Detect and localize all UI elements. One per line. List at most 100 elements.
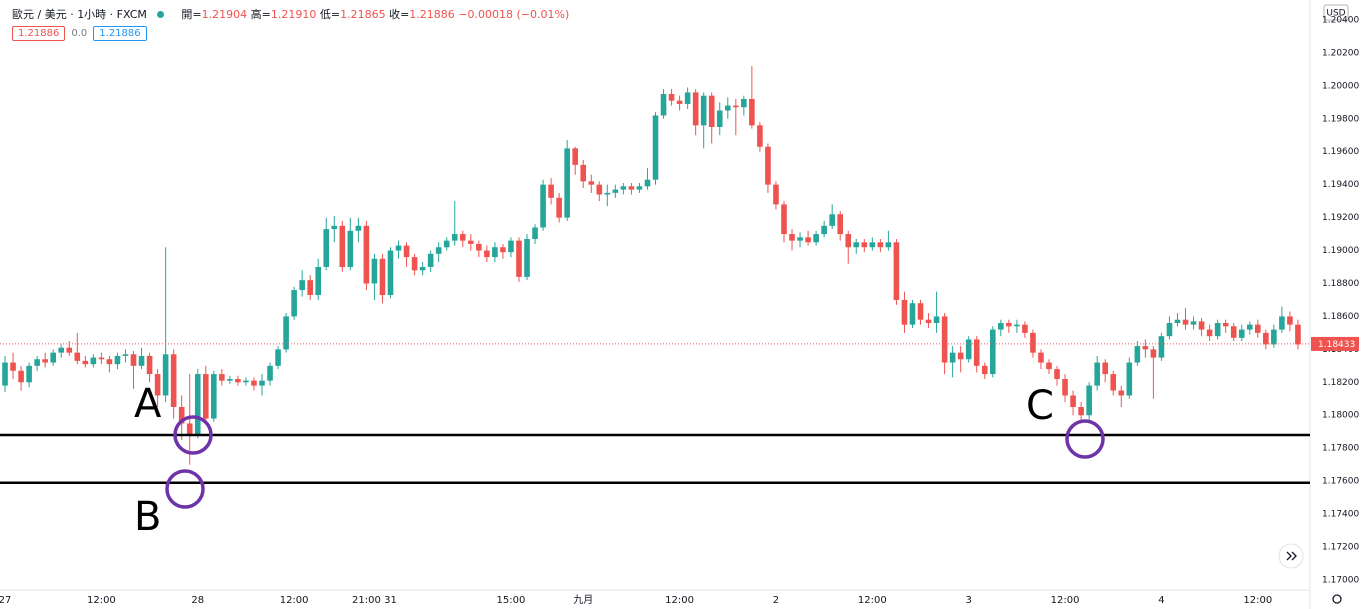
candle-body <box>387 250 394 295</box>
candle-body <box>668 94 675 101</box>
candle-body <box>700 95 707 126</box>
candle-body <box>74 352 81 361</box>
x-tick-label: 12:00 <box>1243 595 1272 606</box>
candle-body <box>235 379 241 383</box>
x-tick-label: 31 <box>384 595 397 606</box>
candle-body <box>837 214 844 235</box>
y-tick-label: 1.19400 <box>1322 180 1359 190</box>
x-tick-label: 12:00 <box>858 595 887 606</box>
candle-body <box>716 110 723 127</box>
candle-body <box>660 94 667 116</box>
candle-body <box>484 250 490 258</box>
candle-body <box>315 266 322 295</box>
y-tick-label: 1.19600 <box>1322 147 1359 157</box>
candle-body <box>797 237 803 241</box>
candle-body <box>1126 362 1133 396</box>
candle-body <box>178 407 185 424</box>
candle-body <box>1214 323 1221 337</box>
candle-body <box>283 316 289 350</box>
y-tick-label: 1.19800 <box>1322 114 1359 124</box>
candle-body <box>628 186 635 190</box>
candle-body <box>1142 346 1149 350</box>
y-tick-label: 1.18600 <box>1322 312 1359 322</box>
candle-body <box>564 148 570 218</box>
candle-body <box>741 98 747 108</box>
x-tick-label: 12:00 <box>87 595 116 606</box>
candle-body <box>202 374 209 419</box>
ohlc-label: 收= <box>389 8 410 21</box>
x-tick-label: 12:00 <box>665 595 694 606</box>
candle-body <box>813 234 819 243</box>
candle-body <box>251 380 257 386</box>
candle-body <box>106 359 113 365</box>
candle-body <box>82 360 89 365</box>
annotation: A <box>134 381 162 427</box>
settings-icon[interactable] <box>1332 594 1342 604</box>
candle-body <box>548 184 554 198</box>
candle-body <box>1166 323 1173 337</box>
y-tick-label: 1.17000 <box>1322 575 1359 585</box>
candle-body <box>773 184 779 205</box>
candle-body <box>259 380 265 386</box>
candle-body <box>1134 346 1141 363</box>
candle-body <box>435 247 442 254</box>
change: −0.00018 (−0.01%) <box>458 8 570 21</box>
quote: 1.21886 0.0 1.21886 <box>12 26 147 41</box>
candle-body <box>612 189 619 193</box>
candle-body <box>347 230 354 267</box>
currency-badge[interactable] <box>1323 4 1349 21</box>
candle-body <box>291 290 297 317</box>
candle-body <box>684 92 691 104</box>
y-tick-label: 1.17400 <box>1322 510 1359 520</box>
last-price-box <box>1311 336 1359 351</box>
candle-body <box>146 355 153 375</box>
circle-c <box>1065 419 1105 459</box>
candle-body <box>724 105 731 111</box>
candle-body <box>973 339 980 366</box>
candle-body <box>869 242 876 248</box>
candle-body <box>933 316 940 324</box>
candle-body <box>411 257 418 271</box>
x-tick-label: 2 <box>773 595 779 606</box>
candle-body <box>1222 323 1229 327</box>
candle-body <box>1078 407 1084 416</box>
candle-body <box>1118 390 1125 396</box>
last-price-label: 1.18433 <box>1318 340 1355 350</box>
ask[interactable]: 1.21886 <box>93 26 147 41</box>
candle-body <box>227 379 233 381</box>
candle-body <box>492 247 498 258</box>
candle-body <box>138 355 145 366</box>
candle-body <box>219 374 225 381</box>
candle-body <box>267 365 273 381</box>
candle-body <box>805 237 811 243</box>
candle-body <box>1110 374 1117 391</box>
candle-body <box>1263 332 1269 345</box>
candle-body <box>516 240 522 277</box>
candle-body <box>18 370 24 383</box>
candle-body <box>572 148 578 165</box>
candle-body <box>1174 319 1181 324</box>
candle-body <box>981 365 988 375</box>
candle-body <box>243 380 249 383</box>
bid[interactable]: 1.21886 <box>12 26 66 41</box>
symbol[interactable]: 歐元 / 美元 · 1小時 · FXCM <box>12 8 147 21</box>
candles <box>2 66 1301 465</box>
candle-body <box>1054 369 1060 380</box>
y-tick-label: 1.17200 <box>1322 543 1359 553</box>
candle-body <box>403 245 410 258</box>
candle-body <box>34 359 40 366</box>
ohlc-value: 1.21865 <box>340 8 386 21</box>
candle-body <box>371 258 378 284</box>
circle-b <box>165 469 205 509</box>
ohlc-label: 高= <box>250 8 271 21</box>
candle-body <box>186 423 193 436</box>
y-tick-label: 1.20400 <box>1322 15 1359 25</box>
candle-body <box>323 229 330 267</box>
candle-body <box>853 242 860 248</box>
candle-body <box>998 323 1004 330</box>
drawings <box>0 433 1310 485</box>
candle-body <box>941 316 948 363</box>
ohlc-label: 開= <box>181 8 202 21</box>
ohlc-label: 低= <box>319 8 341 21</box>
